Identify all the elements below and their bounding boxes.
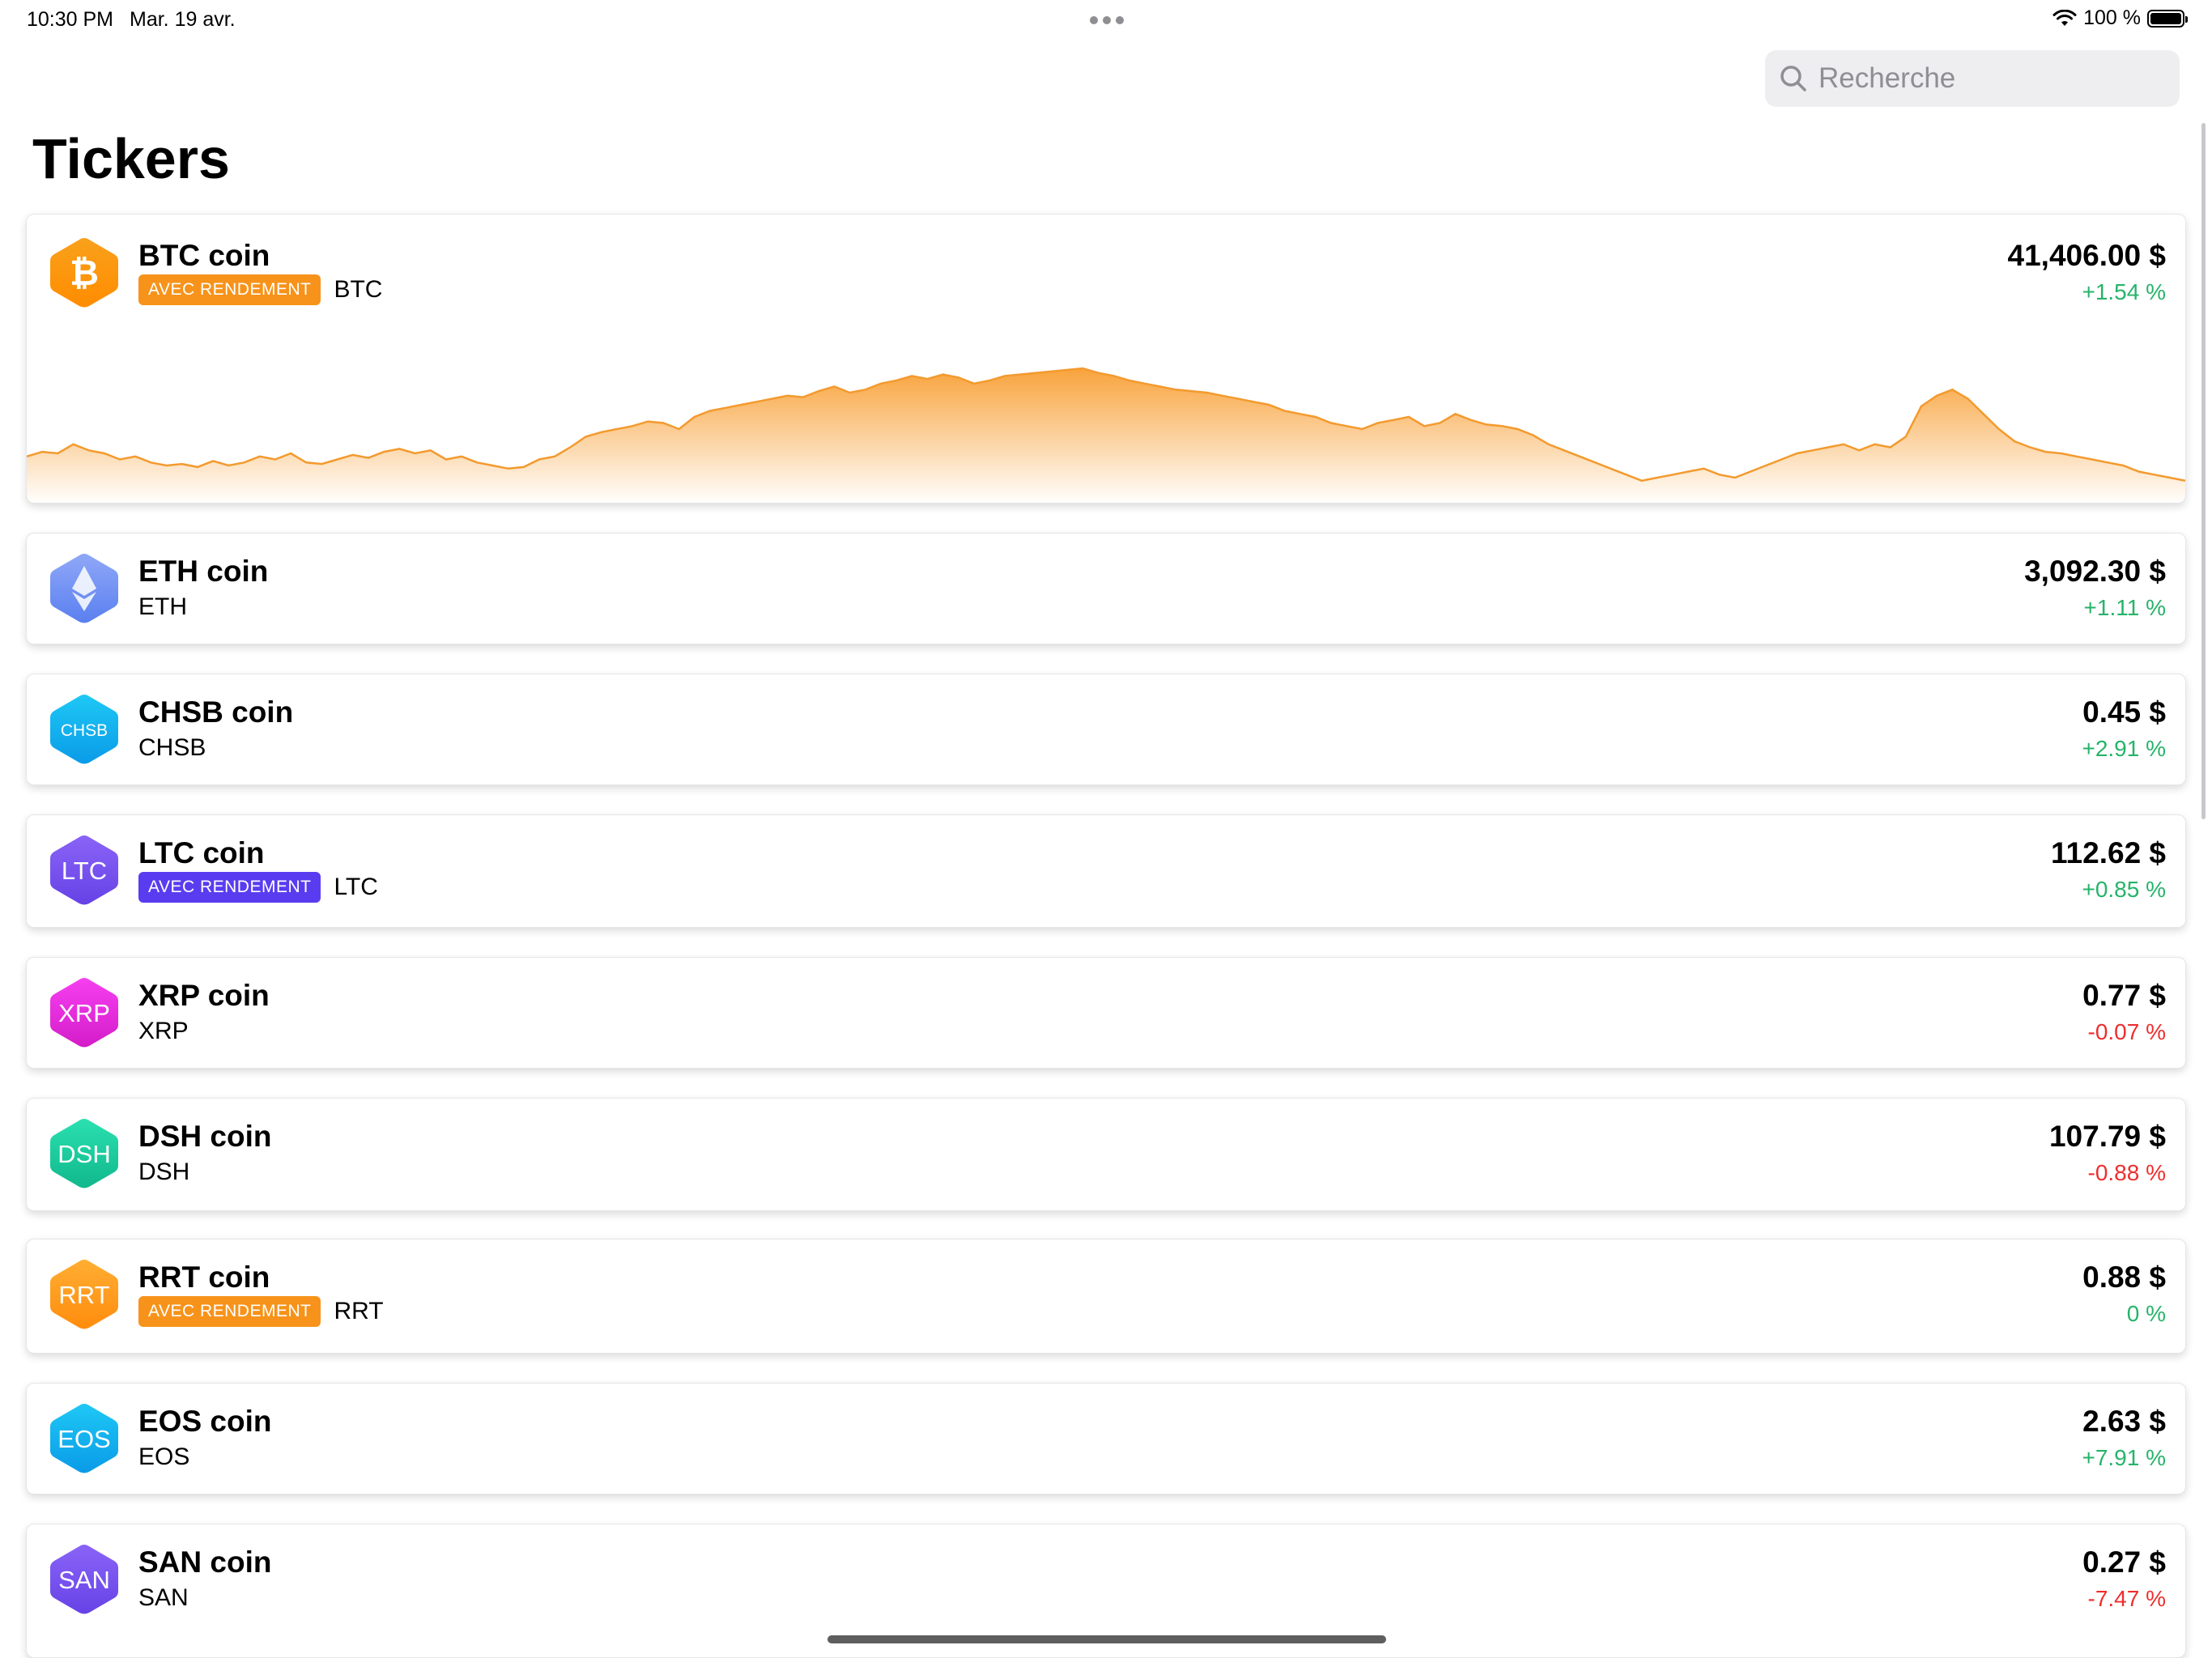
ticker-card-dsh[interactable]: DSH DSH coin DSH 107.79 $ -0.88 % [26, 1098, 2186, 1211]
coin-symbol: EOS [138, 1443, 190, 1470]
coin-subtitle: SAN [138, 1584, 189, 1612]
home-indicator[interactable] [827, 1635, 1386, 1643]
coin-name: CHSB coin [138, 695, 294, 729]
coin-price: 0.77 $ [2082, 979, 2166, 1012]
coin-icon-label: RRT [58, 1281, 109, 1309]
scrollbar[interactable] [2201, 123, 2206, 819]
btc-coin-icon: ₿ [50, 238, 118, 308]
coin-symbol: BTC [334, 276, 383, 303]
price-change: +2.91 % [2082, 736, 2166, 761]
price-change: +1.11 % [2083, 595, 2166, 620]
san-coin-icon: SAN [50, 1545, 118, 1614]
search-icon [1780, 66, 1806, 91]
coin-price: 0.27 $ [2082, 1545, 2166, 1579]
coin-icon-label: ₿ [70, 253, 99, 293]
price-change: +0.85 % [2082, 877, 2166, 902]
coin-subtitle: AVEC RENDEMENT RRT [138, 1296, 384, 1327]
coin-subtitle: XRP [138, 1018, 189, 1045]
coin-symbol: CHSB [138, 734, 206, 761]
ticker-card-rrt[interactable]: RRT RRT coin AVEC RENDEMENT RRT 0.88 $ 0 % [26, 1239, 2186, 1354]
coin-price: 2.63 $ [2082, 1405, 2166, 1438]
coin-price: 3,092.30 $ [2024, 555, 2166, 588]
coin-subtitle: CHSB [138, 734, 206, 762]
ticker-card-btc[interactable]: ₿ BTC coin AVEC RENDEMENT BTC 41,406.00 $ +1.… [26, 214, 2186, 504]
eos-coin-icon: EOS [50, 1404, 118, 1473]
chsb-coin-icon: CHSB [50, 695, 118, 764]
coin-price: 41,406.00 $ [2007, 239, 2166, 272]
battery-percent: 100 % [2083, 6, 2141, 29]
price-change: -7.47 % [2087, 1586, 2167, 1611]
more-dots-icon[interactable] [1090, 16, 1124, 24]
yield-badge: AVEC RENDEMENT [138, 1296, 321, 1327]
ticker-card-eth[interactable]: ETH coin ETH 3,092.30 $ +1.11 % [26, 533, 2186, 644]
status-date: Mar. 19 avr. [130, 8, 236, 31]
coin-symbol: SAN [138, 1584, 189, 1611]
coin-name: BTC coin [138, 239, 270, 272]
ticker-card-ltc[interactable]: LTC LTC coin AVEC RENDEMENT LTC 112.62 $ +0.8… [26, 814, 2186, 928]
price-change: 0 % [2126, 1301, 2166, 1326]
coin-symbol: DSH [138, 1158, 190, 1185]
coin-subtitle: ETH [138, 593, 187, 621]
battery-icon [2147, 9, 2188, 28]
ticker-card-xrp[interactable]: XRP XRP coin XRP 0.77 $ -0.07 % [26, 957, 2186, 1069]
sparkline-area [27, 368, 2185, 503]
btc-sparkline-chart [27, 367, 2185, 503]
coin-name: XRP coin [138, 979, 270, 1012]
coin-name: DSH coin [138, 1120, 272, 1153]
coin-price: 0.88 $ [2082, 1261, 2166, 1294]
eth-coin-icon [50, 554, 118, 623]
coin-symbol: ETH [138, 593, 187, 620]
coin-icon-label: EOS [57, 1425, 110, 1453]
coin-icon-label: LTC [62, 857, 107, 885]
yield-badge: AVEC RENDEMENT [138, 274, 321, 305]
xrp-coin-icon: XRP [50, 978, 118, 1048]
status-bar: 10:30 PM Mar. 19 avr. 100 % [0, 0, 2212, 39]
coin-icon-label: SAN [58, 1566, 110, 1594]
coin-icon-label: CHSB [61, 721, 108, 740]
coin-price: 0.45 $ [2082, 695, 2166, 729]
coin-icon-label: XRP [58, 999, 110, 1027]
coin-name: ETH coin [138, 555, 269, 588]
coin-symbol: XRP [138, 1018, 189, 1044]
coin-price: 112.62 $ [2051, 836, 2166, 869]
coin-subtitle: AVEC RENDEMENT BTC [138, 274, 382, 305]
status-time: 10:30 PM [27, 8, 114, 31]
ticker-card-eos[interactable]: EOS EOS coin EOS 2.63 $ +7.91 % [26, 1383, 2186, 1494]
coin-symbol: LTC [334, 874, 378, 900]
price-change: -0.07 % [2087, 1019, 2167, 1044]
price-change: +7.91 % [2082, 1445, 2166, 1470]
wifi-icon [2052, 9, 2077, 26]
price-change: -0.88 % [2087, 1160, 2167, 1185]
coin-subtitle: EOS [138, 1443, 189, 1471]
coin-price: 107.79 $ [2048, 1120, 2166, 1153]
coin-name: SAN coin [138, 1545, 272, 1579]
price-change: +1.54 % [2082, 279, 2166, 304]
coin-name: RRT coin [138, 1261, 270, 1294]
sparkline-line [27, 367, 2185, 483]
search-input[interactable] [1817, 62, 2160, 96]
dsh-coin-icon: DSH [50, 1119, 118, 1188]
coin-subtitle: DSH [138, 1158, 189, 1186]
yield-badge: AVEC RENDEMENT [138, 872, 321, 903]
coin-subtitle: AVEC RENDEMENT LTC [138, 872, 378, 903]
coin-symbol: RRT [334, 1298, 384, 1324]
ticker-card-chsb[interactable]: CHSB CHSB coin CHSB 0.45 $ +2.91 % [26, 674, 2186, 785]
status-indicators: 100 % [2052, 6, 2188, 30]
coin-name: LTC coin [138, 836, 265, 869]
search-field[interactable] [1765, 50, 2180, 107]
ltc-coin-icon: LTC [50, 835, 118, 905]
coin-icon-label: DSH [57, 1140, 110, 1168]
page-title: Tickers [32, 127, 230, 190]
rrt-coin-icon: RRT [50, 1260, 118, 1329]
coin-name: EOS coin [138, 1405, 272, 1438]
